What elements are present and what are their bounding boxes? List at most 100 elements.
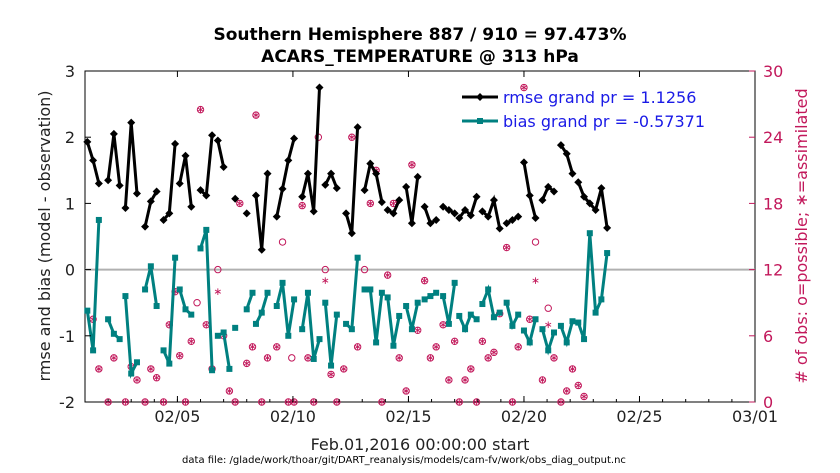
rmse-point [278, 184, 287, 193]
obs-assimilated-marker [348, 133, 355, 141]
bias-point [396, 312, 403, 319]
bias-point [485, 286, 492, 293]
obs-assimilated-marker [421, 277, 428, 284]
rmse-point [353, 123, 362, 132]
rmse-point [202, 191, 211, 200]
obs-assimilated-marker [299, 202, 306, 209]
obs-assimilated-marker [378, 398, 385, 406]
rmse-point [146, 197, 155, 206]
obs-assimilated-marker [141, 398, 149, 406]
bias-point [569, 318, 576, 325]
legend-marker-rmse [476, 93, 484, 101]
obs-possible-marker [360, 265, 369, 274]
obs-possible-marker [193, 299, 201, 307]
rmse-point [94, 179, 103, 188]
obs-assimilated-marker [122, 398, 129, 406]
obs-assimilated-marker [226, 387, 233, 395]
obs-assimilated-marker [467, 365, 474, 373]
rmse-point [251, 191, 260, 200]
bias-point [557, 322, 564, 329]
obs-assimilated-marker [569, 365, 576, 373]
obs-assimilated-marker [390, 200, 397, 207]
obs-assimilated-marker [214, 288, 221, 295]
rmse-point [298, 192, 307, 201]
bias-line-segment [275, 282, 296, 337]
rmse-point [127, 118, 136, 127]
bias-point [373, 339, 380, 346]
plot-area [84, 70, 756, 403]
rmse-point [284, 156, 293, 165]
obs-assimilated-marker [440, 321, 447, 329]
bias-point [403, 303, 410, 310]
bias-point [496, 309, 503, 316]
rmse-point [426, 219, 435, 228]
bias-point [90, 347, 97, 354]
bias-point [490, 314, 497, 321]
data-file-footnote: data file: /glade/work/thoar/git/DART_re… [182, 455, 626, 466]
bias-point [310, 355, 317, 362]
bias-point [479, 301, 486, 308]
rmse-point [208, 131, 217, 140]
bias-point [421, 296, 428, 303]
legend: rmse grand pr = 1.1256 bias grand pr = -0… [462, 88, 705, 131]
obs-assimilated-marker [188, 338, 195, 345]
rmse-point [472, 192, 481, 201]
rmse-point [141, 222, 150, 231]
bias-point [361, 286, 368, 293]
bias-point [279, 279, 286, 286]
rmse-point [213, 136, 222, 145]
obs-assimilated-marker [232, 398, 239, 406]
bias-point [197, 245, 204, 252]
obs-assimilated-marker [291, 398, 298, 406]
x-tick-label: 02/15 [385, 407, 431, 426]
obs-assimilated-marker [252, 111, 260, 119]
rmse-point [585, 199, 594, 208]
y-tick-label-left: -2 [59, 393, 75, 412]
bias-point [427, 293, 434, 300]
obs-assimilated-marker [490, 349, 498, 356]
rmse-point [104, 176, 113, 185]
rmse-point [196, 186, 205, 195]
y-tick-label-right: 0 [763, 393, 773, 412]
rmse-point [83, 137, 92, 146]
obs-assimilated-marker [509, 398, 516, 406]
bias-point [188, 311, 195, 318]
rmse-point [187, 202, 196, 211]
rmse-point [377, 198, 386, 207]
rmse-line-segment [275, 138, 296, 217]
bias-point [209, 367, 216, 374]
obs-assimilated-marker [327, 371, 335, 378]
bias-point [545, 347, 552, 354]
bias-point [116, 336, 123, 343]
y-tick-label-left: 0 [65, 261, 75, 280]
obs-assimilated-marker [503, 244, 510, 251]
bias-point [105, 316, 112, 323]
obs-assimilated-marker [203, 321, 210, 329]
bias-point [232, 324, 239, 331]
obs-assimilated-marker [485, 354, 492, 362]
rmse-point [89, 156, 98, 165]
rmse-point [556, 141, 565, 150]
obs-possible-marker [214, 265, 222, 274]
bias-point [367, 286, 374, 293]
rmse-point [121, 204, 130, 213]
obs-assimilated-marker [520, 84, 528, 91]
rmse-point [347, 229, 356, 238]
bias-point [532, 316, 539, 323]
rmse-point [366, 159, 375, 168]
obs-assimilated-marker [182, 398, 189, 406]
obs-assimilated-marker [479, 338, 486, 345]
rmse-point [508, 215, 517, 224]
bias-point [451, 279, 458, 286]
rmse-point [332, 184, 341, 193]
obs-assimilated-marker [414, 326, 421, 334]
rmse-point [519, 158, 528, 167]
bias-point [348, 326, 355, 333]
bias-point [182, 306, 189, 313]
obs-assimilated-marker [249, 343, 256, 351]
obs-assimilated-marker [580, 393, 588, 400]
rmse-point [309, 207, 318, 216]
y-tick-label-right: 30 [763, 62, 783, 81]
rmse-point [395, 196, 404, 205]
rmse-point [574, 178, 583, 187]
